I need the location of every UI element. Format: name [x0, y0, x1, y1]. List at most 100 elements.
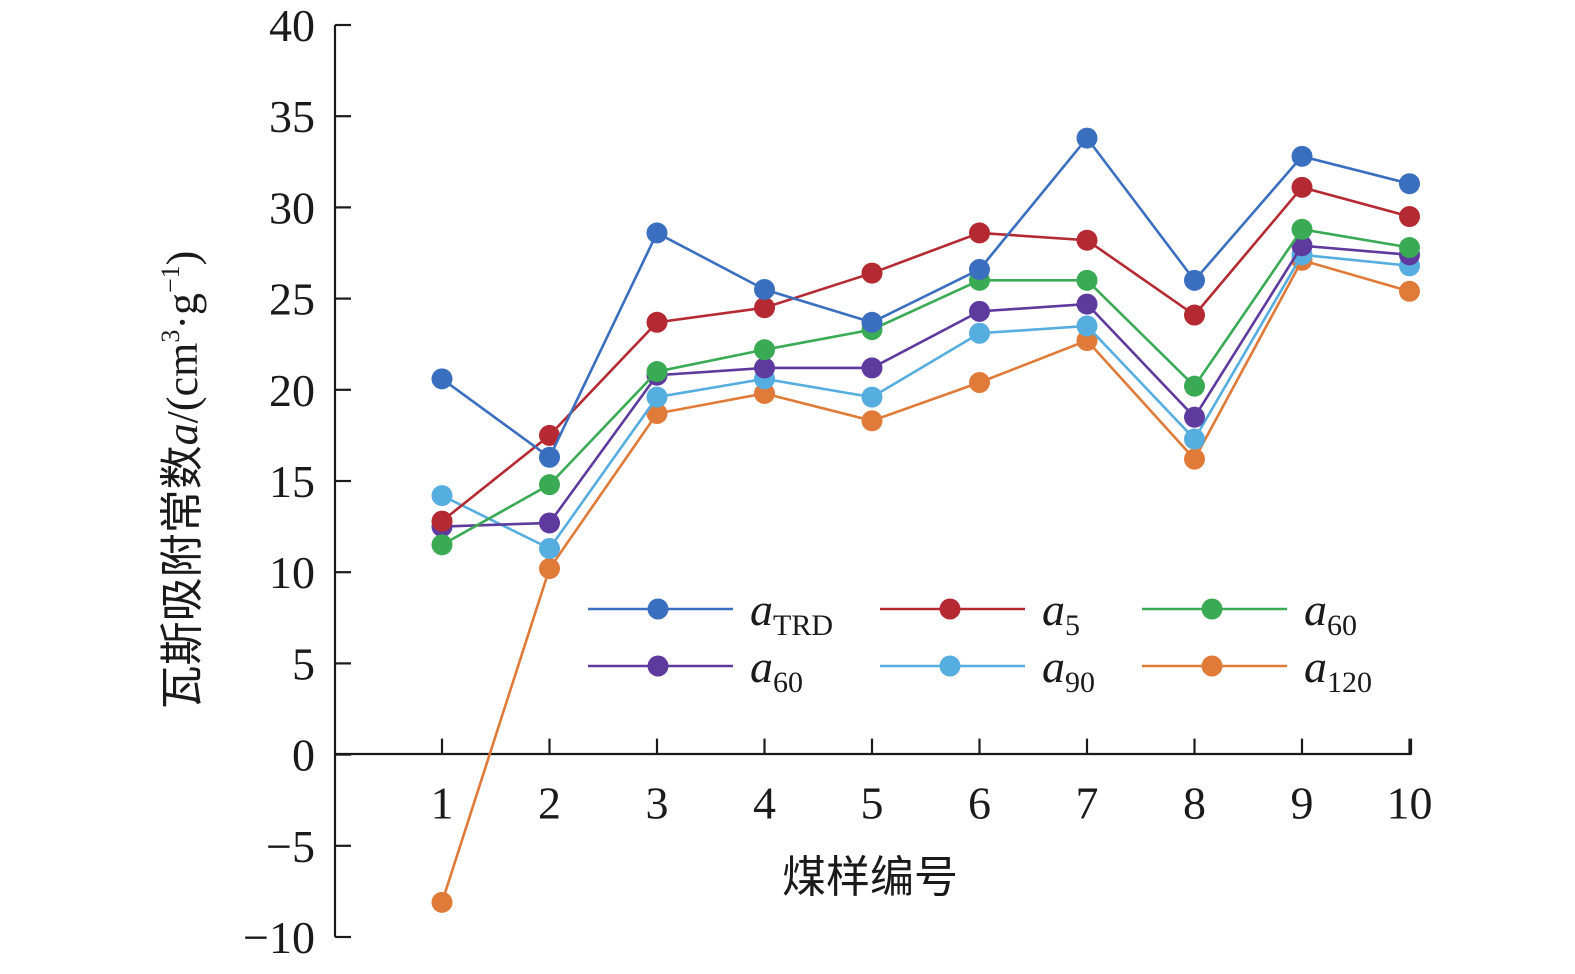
series-layer	[431, 127, 1420, 913]
legend-swatch-marker	[939, 655, 961, 677]
y-axis-title: 瓦斯吸附常数a/(cm3·g−1)	[156, 251, 208, 710]
data-point	[861, 262, 883, 284]
data-point	[1291, 145, 1313, 167]
y-tick-label: 20	[269, 365, 315, 416]
data-point	[646, 403, 668, 425]
data-point	[861, 386, 883, 408]
data-point	[1399, 237, 1420, 259]
y-axis-title-unit-close: )	[158, 251, 207, 266]
legend-item: a5	[880, 584, 1080, 642]
y-axis-title-sup1: 3	[156, 330, 185, 343]
data-point	[431, 485, 453, 507]
series-a120-5	[431, 249, 1420, 913]
x-tick-label: 10	[1387, 778, 1433, 829]
y-axis-title-var: a	[158, 423, 207, 445]
legend-label: a60	[750, 641, 803, 699]
data-point	[431, 534, 453, 556]
data-point	[1076, 269, 1098, 291]
legend-swatch-marker	[647, 598, 669, 620]
data-point	[539, 558, 560, 580]
data-point	[1076, 229, 1098, 251]
y-tick-label: 0	[292, 730, 315, 781]
data-point	[1076, 330, 1098, 352]
legend-label: a90	[1042, 641, 1095, 699]
x-tick-label: 6	[968, 778, 991, 829]
y-tick-label: 40	[269, 0, 315, 51]
y-tick-label: 25	[269, 274, 315, 325]
data-point	[1399, 173, 1420, 195]
x-ticks: 1 2 3 4 5 6 7 8 9 10	[431, 738, 1433, 829]
legend-item: a90	[880, 641, 1095, 699]
legend-label-main: a	[1304, 641, 1327, 692]
series-a60-3	[431, 235, 1420, 538]
data-point	[754, 339, 775, 361]
data-point	[969, 258, 990, 280]
series-a60-2	[431, 218, 1420, 556]
data-point	[431, 368, 453, 390]
data-point	[646, 361, 668, 383]
y-tick-label: −5	[266, 821, 315, 872]
x-tick-label: 8	[1183, 778, 1206, 829]
data-point	[1076, 315, 1098, 337]
series-a90-4	[431, 244, 1420, 559]
data-point	[1184, 304, 1205, 326]
data-point	[646, 222, 668, 244]
data-point	[1399, 206, 1420, 228]
data-point	[539, 424, 560, 446]
series-line	[441, 185, 1410, 523]
legend-label: a5	[1042, 584, 1080, 642]
legend-label-sub: 60	[773, 666, 803, 699]
data-point	[539, 512, 560, 534]
x-tick-label: 5	[861, 778, 884, 829]
data-point	[1184, 448, 1205, 470]
y-axis-title-unit-open: /(cm	[158, 343, 207, 424]
y-axis-title-sup2: −1	[156, 265, 185, 293]
legend-label-sub: TRD	[773, 609, 833, 642]
legend-label-main: a	[1304, 584, 1327, 635]
y-tick-label: 5	[292, 638, 315, 689]
data-point	[969, 300, 990, 322]
legend-label-main: a	[1042, 641, 1065, 692]
x-tick-label: 9	[1291, 778, 1314, 829]
data-point	[754, 297, 775, 319]
legend-label-sub: 120	[1327, 666, 1372, 699]
data-point	[1184, 375, 1205, 397]
legend-label-sub: 90	[1065, 666, 1095, 699]
legend-label: a120	[1304, 641, 1372, 699]
series-aTRD-0	[431, 127, 1420, 468]
data-point	[431, 510, 453, 532]
series-line	[441, 244, 1410, 528]
data-point	[754, 278, 775, 300]
legend-label: a60	[1304, 584, 1357, 642]
x-tick-label: 2	[538, 778, 561, 829]
legend-label-main: a	[1042, 584, 1065, 635]
y-tick-label: 10	[269, 547, 315, 598]
y-tick-label: 15	[269, 456, 315, 507]
data-point	[539, 446, 560, 468]
data-point	[1291, 176, 1313, 198]
data-point	[646, 311, 668, 333]
y-axis-title-unit-mid: ·g	[158, 293, 207, 330]
data-point	[861, 410, 883, 432]
series-line	[440, 258, 1410, 903]
series-a5-1	[431, 176, 1420, 532]
legend-item: a120	[1142, 641, 1372, 699]
series-line	[441, 253, 1410, 551]
legend-item: aTRD	[588, 584, 833, 642]
data-point	[539, 537, 560, 559]
legend-label-sub: 5	[1065, 609, 1080, 642]
data-point	[646, 386, 668, 408]
y-ticks: −10 −5 0 5 10 15 20 25 30 35 40	[243, 0, 351, 963]
legend-label-main: a	[750, 584, 773, 635]
data-point	[754, 382, 775, 404]
y-tick-label: −10	[243, 912, 315, 963]
data-point	[1076, 293, 1098, 315]
legend-label-sub: 60	[1327, 609, 1357, 642]
legend-label: aTRD	[750, 584, 833, 642]
data-point	[754, 357, 775, 379]
data-point	[969, 222, 990, 244]
data-point	[969, 322, 990, 344]
x-tick-label: 1	[431, 778, 454, 829]
